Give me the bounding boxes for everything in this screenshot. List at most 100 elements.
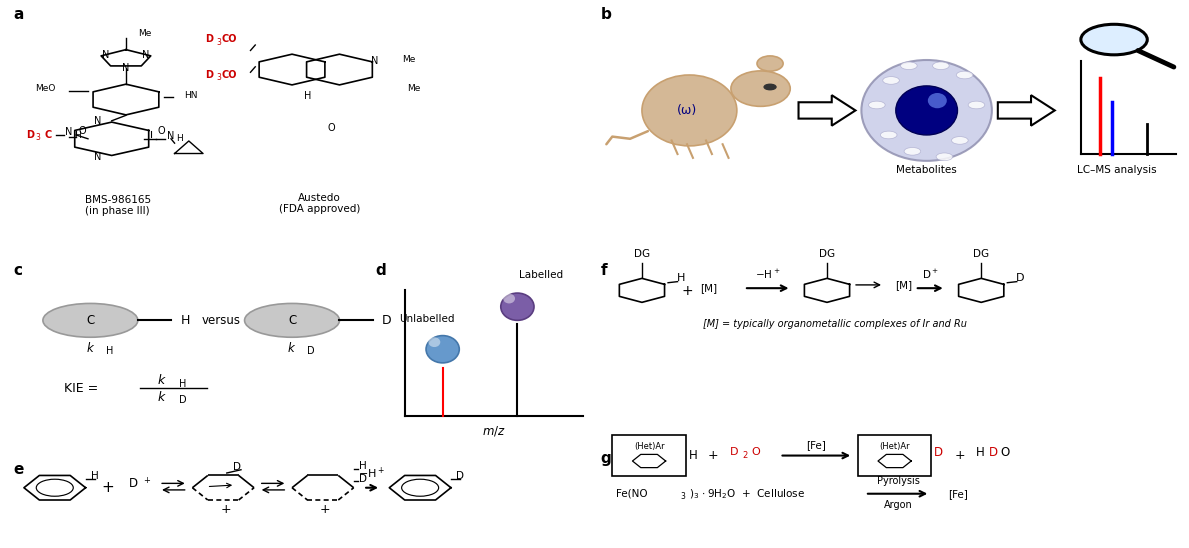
Text: C: C	[87, 314, 94, 327]
Text: e: e	[13, 462, 24, 477]
Text: Pyrolysis: Pyrolysis	[876, 476, 919, 486]
Text: +: +	[955, 449, 965, 462]
Text: a: a	[13, 7, 24, 22]
Text: +: +	[143, 476, 150, 484]
Ellipse shape	[757, 56, 784, 71]
Ellipse shape	[927, 93, 946, 109]
Ellipse shape	[861, 60, 992, 161]
Ellipse shape	[245, 304, 340, 337]
Text: D: D	[205, 70, 213, 79]
Circle shape	[968, 101, 984, 109]
Text: C: C	[288, 314, 296, 327]
Ellipse shape	[428, 337, 440, 347]
Text: 3: 3	[216, 73, 221, 82]
Text: N: N	[371, 56, 379, 66]
Text: N: N	[122, 63, 130, 73]
Text: Unlabelled: Unlabelled	[398, 313, 454, 324]
Text: +: +	[220, 503, 231, 516]
Text: )$_3$ $\cdot$ 9H$_2$O  +  Cellulose: )$_3$ $\cdot$ 9H$_2$O + Cellulose	[690, 487, 806, 500]
Text: Fe(NO: Fe(NO	[616, 489, 648, 499]
Text: D: D	[205, 35, 213, 44]
Text: CO: CO	[221, 35, 237, 44]
Text: HN: HN	[184, 90, 197, 100]
Text: H: H	[677, 273, 685, 283]
Text: H: H	[92, 471, 99, 481]
Text: C: C	[44, 130, 51, 140]
Text: H: H	[359, 461, 367, 471]
Ellipse shape	[43, 304, 138, 337]
Text: versus: versus	[201, 314, 240, 327]
Text: D: D	[128, 477, 138, 490]
Text: +: +	[320, 503, 331, 516]
Text: N: N	[168, 130, 175, 140]
Circle shape	[956, 71, 973, 79]
Text: D: D	[26, 130, 33, 140]
Text: D: D	[988, 446, 998, 459]
Text: H: H	[181, 314, 190, 327]
Text: +: +	[681, 284, 693, 299]
Text: H: H	[688, 449, 697, 462]
Text: (ω): (ω)	[677, 104, 697, 117]
Text: D: D	[180, 395, 187, 405]
Text: 3: 3	[216, 38, 221, 47]
Text: 3: 3	[680, 493, 685, 501]
FancyBboxPatch shape	[857, 435, 931, 476]
Text: [M] = typically organometallic complexes of Ir and Ru: [M] = typically organometallic complexes…	[704, 319, 967, 329]
Text: O: O	[751, 447, 760, 457]
Text: +: +	[102, 480, 114, 495]
Text: $k$: $k$	[157, 373, 166, 387]
Circle shape	[904, 147, 920, 155]
Text: D: D	[933, 446, 943, 459]
Circle shape	[765, 84, 776, 90]
Text: d: d	[375, 263, 385, 278]
Text: H: H	[106, 346, 113, 356]
Text: 2: 2	[742, 450, 748, 460]
Circle shape	[932, 62, 949, 70]
Text: O: O	[327, 123, 335, 133]
Text: O: O	[158, 126, 165, 136]
Text: N: N	[94, 152, 101, 162]
Text: $k$: $k$	[157, 390, 166, 404]
Text: H: H	[976, 446, 984, 459]
Text: b: b	[600, 7, 611, 22]
Text: D: D	[359, 474, 367, 484]
Text: c: c	[13, 263, 23, 278]
Text: DG: DG	[634, 249, 650, 259]
Text: N: N	[143, 50, 150, 60]
Text: N: N	[94, 116, 101, 126]
Text: D: D	[307, 346, 315, 356]
Text: LC–MS analysis: LC–MS analysis	[1076, 165, 1156, 175]
Text: H: H	[176, 134, 183, 143]
Text: [M]: [M]	[895, 280, 913, 290]
Ellipse shape	[642, 75, 737, 146]
Text: MeO: MeO	[36, 84, 56, 93]
Text: Labelled: Labelled	[520, 270, 564, 280]
FancyBboxPatch shape	[612, 435, 686, 476]
Text: [Fe]: [Fe]	[948, 489, 968, 499]
Text: O: O	[78, 126, 86, 136]
Circle shape	[1081, 24, 1147, 55]
Text: DG: DG	[819, 249, 835, 259]
Ellipse shape	[501, 293, 534, 321]
Polygon shape	[799, 95, 855, 125]
Text: $m/z$: $m/z$	[482, 424, 505, 438]
Text: N: N	[65, 127, 73, 137]
Text: $k$: $k$	[86, 341, 95, 355]
Text: 3: 3	[36, 133, 40, 142]
Text: [Fe]: [Fe]	[806, 439, 826, 450]
Text: [M]: [M]	[700, 283, 717, 293]
Text: D: D	[1017, 273, 1025, 283]
Circle shape	[882, 77, 899, 84]
Text: Argon: Argon	[883, 500, 912, 510]
Text: (Het)Ar: (Het)Ar	[634, 442, 665, 452]
Text: $k$: $k$	[288, 341, 296, 355]
Text: (FDA approved): (FDA approved)	[278, 203, 360, 214]
Text: DG: DG	[973, 249, 989, 259]
Ellipse shape	[895, 86, 957, 135]
Text: (in phase III): (in phase III)	[86, 206, 150, 216]
Text: $-\mathrm{H}^+$: $-\mathrm{H}^+$	[358, 466, 385, 481]
Text: Me: Me	[407, 84, 421, 93]
Text: H: H	[74, 131, 81, 140]
Text: N: N	[102, 50, 109, 60]
Circle shape	[868, 101, 885, 109]
